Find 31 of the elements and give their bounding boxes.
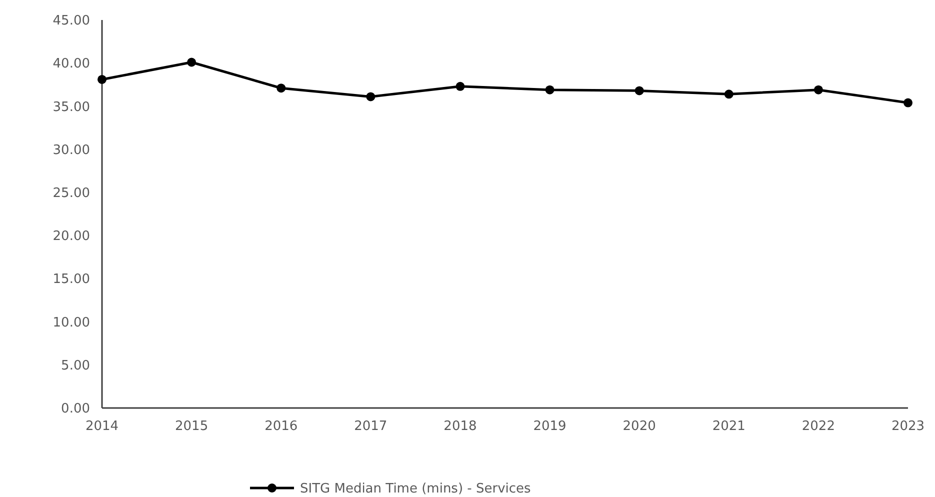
x-tick-label: 2020 [622, 419, 656, 434]
y-tick-label: 15.00 [52, 272, 90, 288]
x-tick-label: 2022 [802, 419, 835, 434]
point [187, 58, 196, 67]
x-tick-label: 2015 [175, 419, 208, 434]
point [366, 92, 376, 102]
point [456, 82, 465, 91]
x-tick-label: 2018 [444, 419, 477, 434]
point [276, 84, 286, 93]
y-tick-label: 30.00 [52, 142, 90, 158]
point [814, 85, 823, 94]
x-tick-label: 2021 [712, 419, 746, 434]
x-tick-label: 2016 [264, 419, 298, 434]
y-tick-label: 10.00 [52, 315, 90, 330]
x-tick-label: 2017 [354, 419, 388, 434]
point [634, 86, 644, 96]
y-tick-label: 0.00 [61, 402, 90, 417]
x-tick-label: 2023 [891, 419, 925, 434]
x-tick-label: 2019 [533, 419, 566, 434]
point [98, 74, 106, 84]
y-tick-label: 45.00 [52, 14, 90, 29]
point [545, 85, 554, 94]
y-tick-label: 20.00 [52, 229, 90, 244]
y-tick-label: 40.00 [52, 56, 90, 72]
x-tick-label: 2014 [85, 419, 119, 434]
point [904, 98, 912, 108]
y-tick-label: 5.00 [61, 358, 90, 374]
point [724, 90, 734, 99]
legend-label: SITG Median Time (mins) - Services [300, 482, 532, 497]
y-tick-label: 25.00 [52, 186, 90, 201]
y-tick-label: 35.00 [52, 100, 90, 115]
